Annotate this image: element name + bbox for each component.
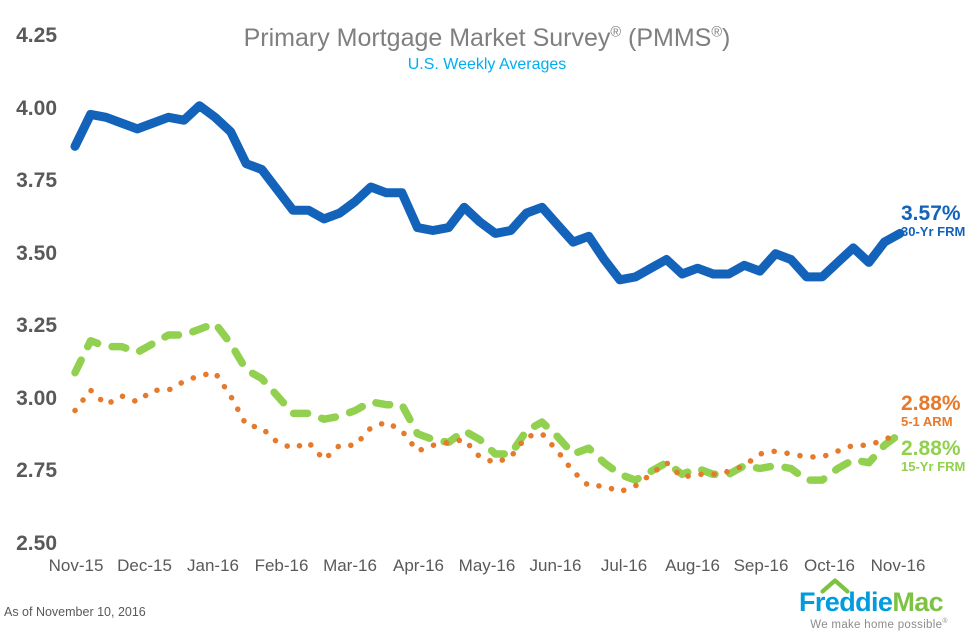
series-end-label-30yr-frm: 3.57% 30-Yr FRM: [901, 203, 965, 239]
registered-mark: ®: [942, 618, 948, 625]
y-axis-tick-label: 4.00: [16, 96, 57, 120]
registered-mark: ®: [711, 24, 723, 41]
tagline-text: We make home possible: [810, 618, 943, 631]
logo-word-freddie: Freddie: [799, 587, 893, 617]
house-roof-icon: [820, 578, 850, 594]
series-end-value: 3.57%: [901, 202, 961, 225]
y-axis-tick-label: 2.50: [16, 532, 57, 555]
series-end-label-15-yr-frm: 2.88% 15-Yr FRM: [901, 438, 965, 474]
y-axis-tick-label: 3.75: [16, 169, 57, 193]
y-axis-tick-label: 2.75: [16, 459, 57, 483]
y-axis-tick-label: 3.00: [16, 386, 57, 410]
y-axis-tick-label: 3.50: [16, 241, 57, 265]
x-axis-tick-label: Sep-16: [733, 556, 789, 575]
series-end-label-5-1-arm: 2.88% 5-1 ARM: [901, 393, 961, 429]
series-line-30-yr-frm: [70, 101, 905, 285]
series-end-name: 30-Yr FRM: [901, 224, 966, 240]
x-axis-tick-label: Aug-16: [665, 556, 720, 575]
x-axis-tick-label: Nov-15: [48, 556, 104, 575]
x-axis-tick-label: Feb-16: [254, 556, 309, 575]
x-axis-tick-label: Jun-16: [529, 556, 582, 575]
x-axis-tick-label: Jul-16: [600, 556, 648, 575]
x-axis-tick-label: May-16: [458, 556, 516, 575]
x-axis-tick-label: Nov-16: [870, 556, 926, 575]
x-axis-tick-label: Apr-16: [392, 556, 445, 575]
x-axis-tick-label: Dec-15: [117, 556, 172, 575]
logo-word-mac: Mac: [892, 587, 944, 617]
series-end-name: 15-Yr FRM: [901, 459, 966, 475]
series-end-value: 2.88%: [901, 437, 961, 460]
series-line-15-yr-frm: [71, 319, 904, 484]
series-line-5-1-arm: [72, 369, 903, 495]
y-axis-tick-label: 4.25: [16, 24, 57, 47]
x-axis-tick-label: Oct-16: [803, 556, 856, 575]
as-of-date-text: As of November 10, 2016: [4, 605, 146, 619]
x-axis-tick-label: Mar-16: [323, 556, 377, 575]
series-end-value: 2.88%: [901, 392, 961, 415]
series-end-name: 5-1 ARM: [901, 414, 953, 430]
registered-mark: ®: [610, 24, 622, 41]
y-axis-tick-label: 3.25: [16, 314, 57, 338]
title-text-close: ): [722, 24, 731, 52]
page-title: Primary Mortgage Market Survey® (PMMS®): [0, 24, 974, 53]
title-text-paren: (PMMS: [621, 24, 712, 52]
x-axis-tick-label: Jan-16: [187, 556, 239, 575]
chart-subtitle: U.S. Weekly Averages: [407, 56, 567, 73]
logo-wordmark: FreddieMac: [799, 587, 944, 618]
title-text: Primary Mortgage Market Survey: [243, 24, 611, 52]
logo-tagline: We make home possible®: [789, 618, 969, 631]
